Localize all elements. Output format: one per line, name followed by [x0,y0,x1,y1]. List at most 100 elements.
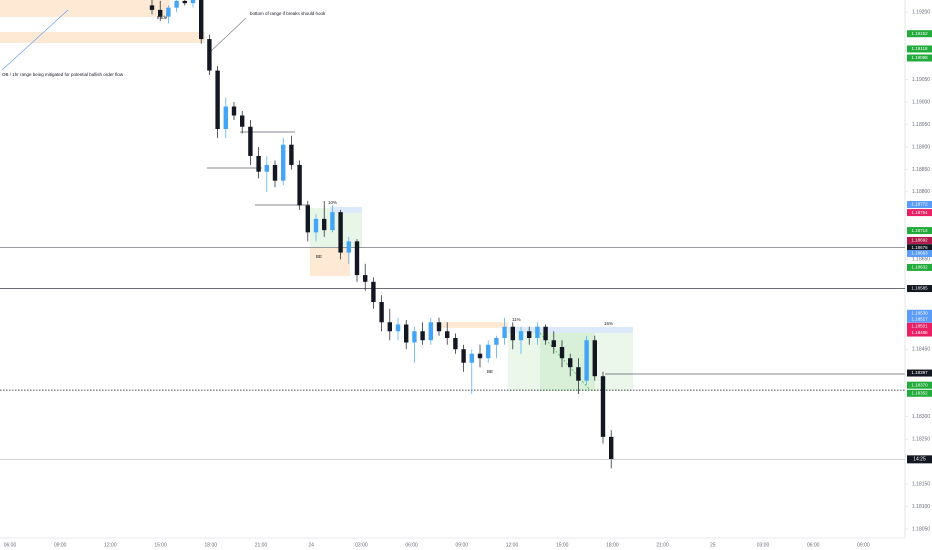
candle-body [387,322,392,332]
price-label: 1.18663 [911,251,928,256]
candle-body [264,164,269,172]
price-label-box [907,315,932,323]
candle-body [510,326,515,341]
x-tick-label: 09:00 [857,542,870,548]
price-label-box [907,389,932,397]
zone [508,327,633,333]
price-label: 1.18714 [911,228,928,233]
price-label-box [907,30,932,38]
price-label-box [907,381,932,389]
annotation: trade [157,15,168,20]
candle-body [190,0,196,4]
y-tick-label: 1.19050 [912,77,930,83]
price-label: 1.18585 [911,286,928,291]
y-tick-label: 1.18450 [912,347,930,353]
price-label-box [907,249,932,257]
candle-body [404,324,409,343]
y-tick-label: 1.18250 [912,436,930,442]
candle-body [313,218,319,233]
candle-body [395,324,401,332]
candle-body [149,5,155,10]
countdown: 14:25 [913,457,926,463]
candle-body [592,340,597,377]
x-tick-label: 03:00 [355,542,368,548]
arrow [1,9,69,71]
price-label-box [907,45,932,53]
x-tick-label: 15:00 [556,542,569,548]
annotation: BE [316,254,322,259]
candle-body [256,155,261,172]
x-tick-label: 09:00 [54,542,67,548]
price-label: 1.19118 [912,46,928,51]
candle-body [477,353,483,359]
candle-body [231,106,237,116]
price-label-box [907,285,932,293]
y-tick-label: 1.19000 [912,99,930,105]
candle-body [338,212,343,253]
candle-body [354,241,360,276]
candle-body [600,376,606,437]
price-label: 1.18397 [911,370,928,375]
price-label-box [907,236,932,244]
zone [0,32,205,43]
countdown-box [907,455,932,464]
price-label: 1.18530 [911,310,928,315]
candle-body [322,218,327,231]
y-tick-label: 1.19200 [912,9,930,15]
price-label: 1.19098 [911,55,928,60]
price-label: 1.18692 [911,238,928,243]
zone [440,322,508,328]
candle-body [518,331,524,341]
candle-body [379,302,384,323]
y-tick-label: 1.18100 [912,504,930,510]
candle-body [330,212,335,231]
price-label: 1.18370 [911,382,928,387]
candle-body [272,164,278,181]
price-label-box [907,209,932,217]
price-label-box [907,263,932,271]
price-label-box [907,201,932,209]
y-tick-label: 1.18900 [912,144,930,150]
price-label: 1.18352 [911,390,928,395]
x-tick-label: 09:00 [456,542,469,548]
price-label: 1.18517 [911,316,928,321]
y-tick-label: 1.18150 [912,481,930,487]
candle-body [486,344,491,359]
candle-body [346,241,351,253]
drawing [539,332,591,391]
zone [310,208,362,248]
x-tick-label: 12:00 [506,542,519,548]
x-tick-label: 06:00 [807,542,820,548]
y-tick-label: 1.18650 [912,257,930,263]
annotation: 11% [512,317,521,322]
candle-body [174,0,179,8]
candle-body [428,322,433,341]
candle-body [182,0,187,4]
candle-body [576,367,581,381]
x-tick-label: 25 [710,542,716,548]
price-label-box [907,329,932,337]
x-tick-label: 06:00 [4,542,17,548]
y-tick-label: 1.18050 [912,526,930,532]
candle-body [469,353,474,363]
candle-body [568,358,573,368]
candle-body [494,337,499,345]
candle-body [240,115,245,127]
candle-body [584,340,589,381]
candle-body [559,346,565,359]
candle-body [420,331,425,341]
candle-body [289,144,294,165]
candle-body [551,340,556,347]
y-tick-label: 1.18950 [912,122,930,128]
candle-body [207,39,212,71]
annotation: BE [487,369,493,374]
candle-body [453,337,458,350]
candle-body [158,9,163,17]
arrow [209,17,247,53]
candle-body [445,331,450,338]
x-tick-label: 06:00 [405,542,418,548]
x-tick-label: 15:00 [154,542,167,548]
price-label: 1.18501 [911,323,928,328]
candle-body [543,326,548,341]
